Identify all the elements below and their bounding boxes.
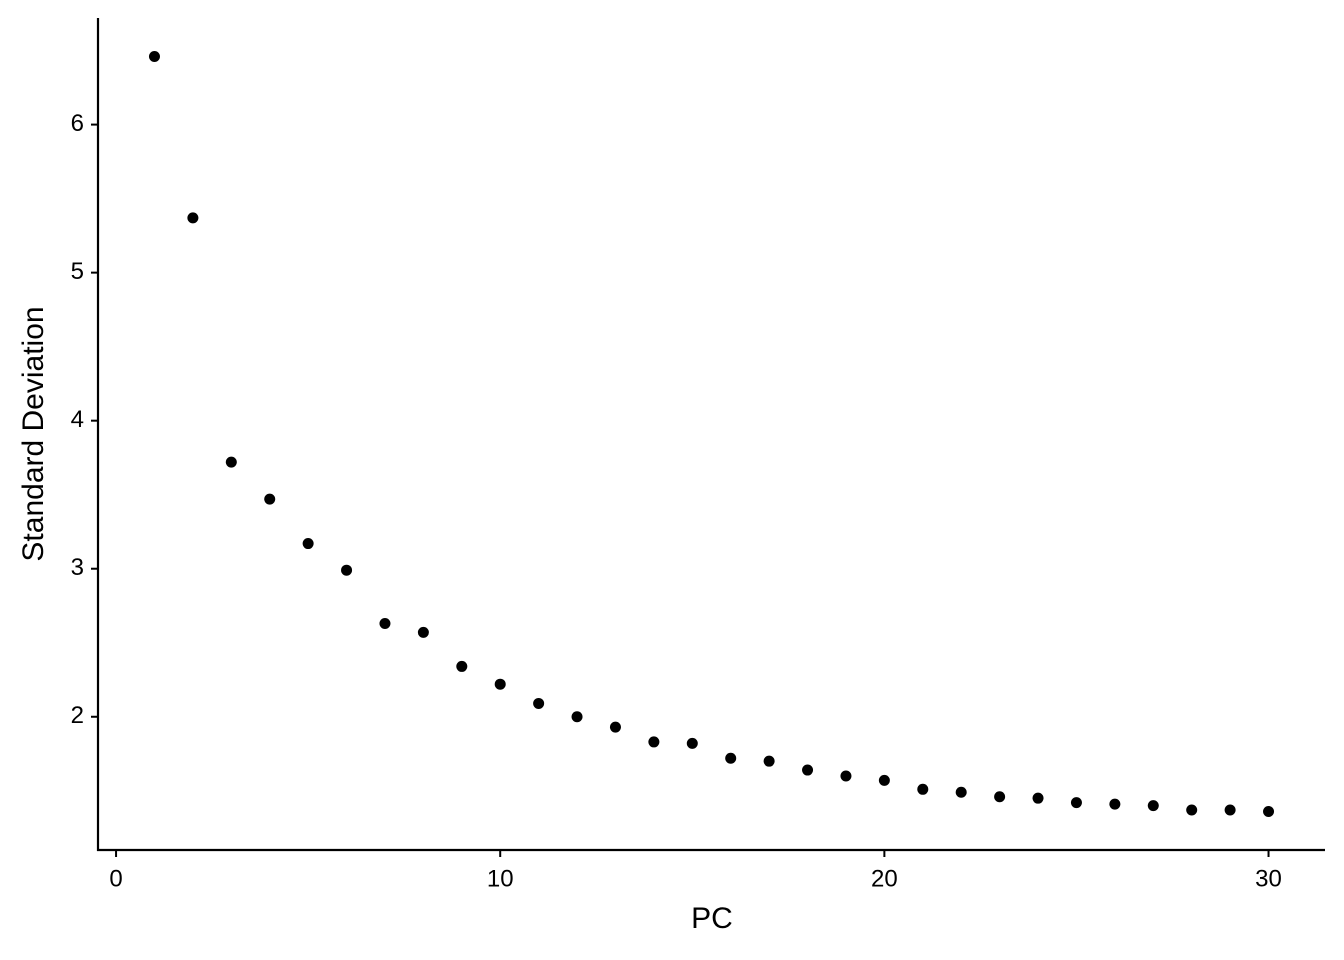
point [840, 770, 852, 782]
point [725, 752, 737, 764]
point [1224, 804, 1236, 816]
point [225, 456, 237, 468]
point [917, 783, 929, 795]
point [609, 721, 621, 733]
point [494, 678, 506, 690]
y-tick-label: 3 [71, 554, 84, 581]
x-tick-label: 10 [487, 865, 514, 892]
x-tick-label: 30 [1255, 865, 1282, 892]
point [1186, 804, 1198, 816]
point [802, 764, 814, 776]
y-tick-label: 6 [71, 110, 84, 137]
point [1070, 797, 1082, 809]
point [1032, 792, 1044, 804]
point [686, 737, 698, 749]
x-tick-label: 0 [109, 865, 122, 892]
point [955, 786, 967, 798]
y-axis-title: Standard Deviation [17, 306, 50, 561]
y-tick-label: 2 [71, 702, 84, 729]
point [341, 564, 353, 576]
point [187, 212, 199, 224]
x-axis-title: PC [691, 902, 733, 935]
point [456, 660, 468, 672]
point [379, 617, 391, 629]
point [1147, 800, 1159, 812]
point [148, 50, 160, 62]
x-tick-label: 20 [871, 865, 898, 892]
point [1109, 798, 1121, 810]
y-tick-label: 5 [71, 258, 84, 285]
point [571, 711, 583, 723]
point [417, 626, 429, 638]
point [648, 736, 660, 748]
y-tick-label: 4 [71, 406, 84, 433]
point [1263, 806, 1275, 818]
point [264, 493, 276, 505]
point [763, 755, 775, 767]
point [994, 791, 1006, 803]
point [533, 697, 545, 709]
point [302, 538, 314, 550]
point [878, 774, 890, 786]
